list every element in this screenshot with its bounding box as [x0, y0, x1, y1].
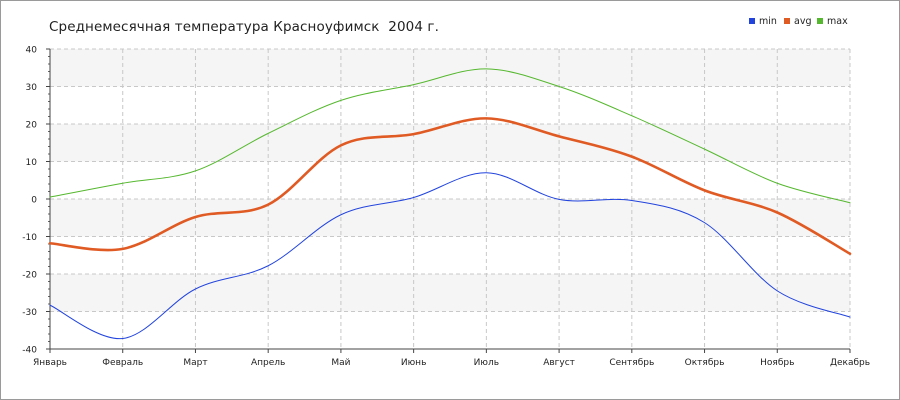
legend-swatch-min — [749, 18, 755, 24]
x-tick-label: Январь — [33, 358, 67, 368]
x-tick-label: Март — [183, 358, 207, 368]
x-tick-label: Август — [543, 358, 575, 368]
y-tick-label: 10 — [26, 158, 38, 168]
legend-label-min: min — [759, 16, 777, 27]
legend-item-max[interactable]: max — [817, 16, 848, 27]
legend-swatch-avg — [784, 18, 790, 24]
x-tick-label: Июнь — [401, 358, 427, 368]
y-tick-label: 40 — [26, 46, 38, 56]
grid-band — [50, 199, 850, 237]
legend-item-min[interactable]: min — [749, 16, 777, 27]
x-tick-label: Декабрь — [830, 358, 870, 368]
y-tick-label: -40 — [22, 346, 37, 356]
grid-band — [50, 49, 850, 87]
grid-band — [50, 274, 850, 312]
x-tick-label: Апрель — [251, 358, 285, 368]
legend-item-avg[interactable]: avg — [784, 16, 811, 27]
x-tick-label: Сентябрь — [609, 358, 654, 368]
series-line-avg[interactable] — [48, 117, 852, 256]
grid-band — [50, 124, 850, 162]
series-line-max[interactable] — [49, 68, 851, 204]
y-tick-label: -30 — [22, 308, 37, 318]
legend-swatch-max — [817, 18, 823, 24]
y-tick-label: 20 — [26, 121, 38, 131]
legend-label-avg: avg — [794, 16, 812, 27]
y-tick-label: 30 — [26, 83, 38, 93]
x-tick-label: Ноябрь — [760, 358, 794, 368]
y-tick-label: 0 — [31, 196, 37, 206]
y-tick-label: -10 — [22, 233, 37, 243]
x-tick-label: Февраль — [102, 358, 143, 368]
x-tick-label: Июль — [474, 358, 499, 368]
y-tick-label: -20 — [22, 271, 37, 281]
legend-label-max: max — [827, 16, 848, 27]
x-tick-label: Май — [331, 358, 350, 368]
series-line-min[interactable] — [49, 172, 851, 340]
x-tick-label: Октябрь — [685, 358, 725, 368]
chart-title: Среднемесячная температура Красноуфимск … — [49, 19, 440, 35]
